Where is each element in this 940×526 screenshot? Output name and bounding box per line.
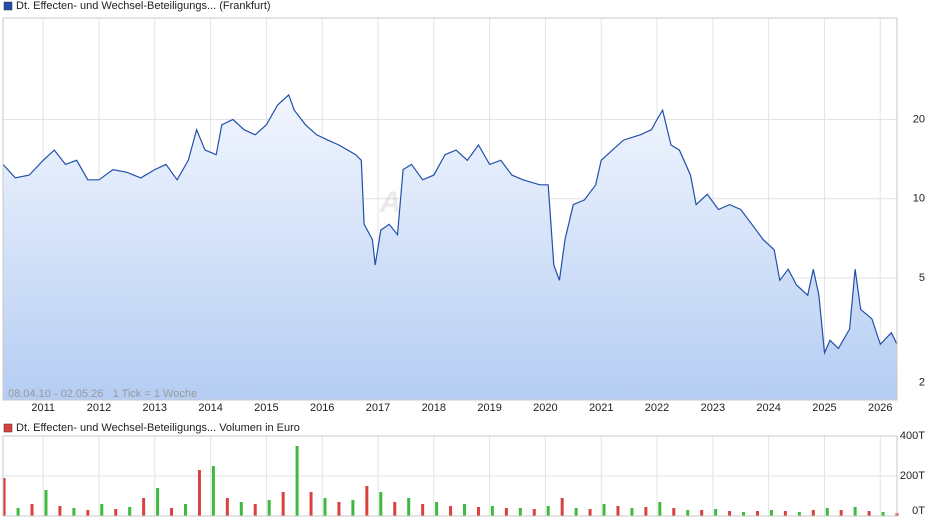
price-area [3,94,897,401]
volume-bar [337,502,341,516]
volume-bar [463,504,467,516]
volume-bar [72,508,76,516]
volume-bar [295,446,299,516]
volume-bar [170,508,174,516]
volume-bar [16,508,20,516]
volume-bar [825,508,829,516]
y-tick-label: 5 [919,272,925,284]
volume-bar [211,466,215,516]
volume-bar [253,504,257,516]
date-range-note: 08.04.10 - 02.05.26 1 Tick = 1 Woche [8,388,197,400]
x-tick-label: 2013 [143,402,167,414]
x-tick-label: 2020 [533,402,557,414]
volume-bar [588,509,592,516]
volume-bar [30,504,34,516]
volume-bar [267,500,271,516]
x-tick-label: 2012 [87,402,111,414]
volume-bar [351,500,355,516]
volume-bar [100,504,104,516]
volume-bar [323,498,327,516]
volume-bar [365,486,369,516]
plot-frame [2,435,898,517]
y-tick-label: 10 [913,193,925,205]
volume-bar [239,502,243,516]
x-tick-label: 2026 [868,402,892,414]
volume-bar [183,504,187,516]
volume-bar [44,490,48,516]
volume-bar [546,506,550,516]
y-tick-label: 20 [913,113,925,125]
legend-swatch [3,423,13,433]
volume-bar [490,506,494,516]
volume-bar [755,511,759,516]
volume-bar [560,498,564,516]
x-tick-label: 2025 [812,402,836,414]
volume-bar [281,492,285,516]
volume-bar [449,506,453,516]
volume-bar [379,492,383,516]
y-tick-label: 200T [900,470,925,482]
x-tick-label: 2016 [310,402,334,414]
volume-bar [407,498,411,516]
volume-bar [58,506,62,516]
volume-bar [421,504,425,516]
x-tick-label: 2018 [422,402,446,414]
x-tick-label: 2017 [366,402,390,414]
volume-bar [504,508,508,516]
volume-bar [630,508,634,516]
volume-bar [602,504,606,516]
volume-bar [309,492,313,516]
volume-bar [532,509,536,516]
volume-bar [142,498,146,516]
x-tick-label: 2024 [756,402,780,414]
volume-bar [714,509,718,516]
y-tick-label: 2 [919,377,925,389]
x-tick-label: 2021 [589,402,613,414]
volume-bar [853,507,857,516]
volume-bar [728,511,732,516]
volume-bar [2,478,6,516]
legend-label: Dt. Effecten- und Wechsel-Beteiligungs..… [16,422,300,434]
volume-bar [797,512,801,516]
legend-swatch [3,1,13,11]
volume-bar [476,507,480,516]
volume-bar [393,502,397,516]
volume-bar [197,470,201,516]
volume-bar [839,510,843,516]
volume-bar [769,510,773,516]
y-tick-label: 0T [912,505,925,517]
x-tick-label: 2023 [701,402,725,414]
volume-bar [700,510,704,516]
x-tick-label: 2014 [198,402,222,414]
volume-bar [518,508,522,516]
volume-bar [867,511,871,516]
volume-bar [128,507,132,516]
volume-bar [86,510,90,516]
volume-bar [225,498,229,516]
volume-bar [658,502,662,516]
volume-bar [686,510,690,516]
x-tick-label: 2015 [254,402,278,414]
x-tick-label: 2011 [31,402,55,414]
plot-frame [2,17,898,401]
volume-bar [616,506,620,516]
volume-bar [435,502,439,516]
x-tick-label: 2022 [645,402,669,414]
legend-label: Dt. Effecten- und Wechsel-Beteiligungs..… [16,0,271,12]
volume-bar [114,509,118,516]
y-tick-label: 400T [900,430,925,442]
volume-bar [574,508,578,516]
volume-bar [811,510,815,516]
x-tick-label: 2019 [477,402,501,414]
volume-bar [881,512,885,516]
price-line [2,93,898,356]
volume-bar [742,512,746,516]
volume-bar [783,511,787,516]
volume-bar [672,508,676,516]
volume-bar [644,507,648,516]
volume-bar [156,488,160,516]
